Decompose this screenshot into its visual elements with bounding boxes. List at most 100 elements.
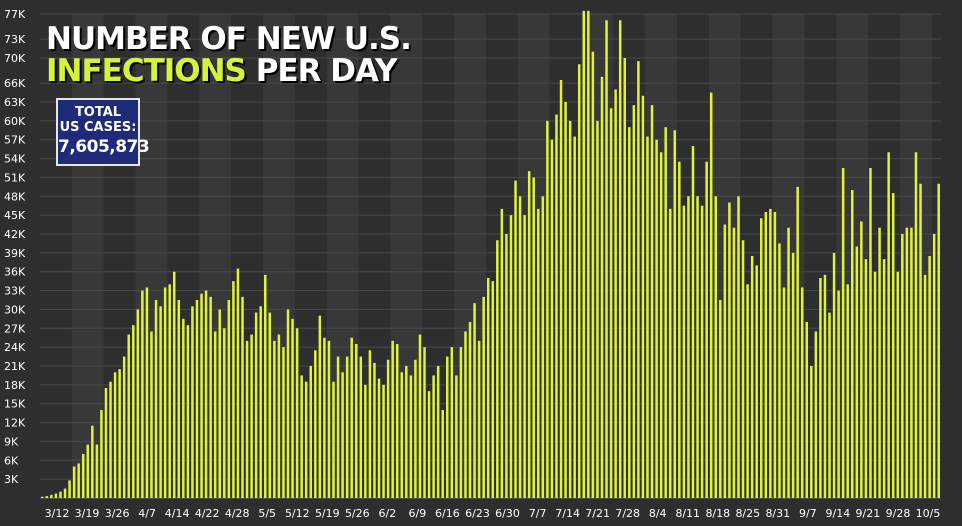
bar: [227, 300, 231, 498]
bar: [787, 227, 790, 498]
x-tick-label: 7/7: [529, 507, 547, 520]
bar: [923, 274, 927, 498]
y-tick-label: 3K: [4, 473, 19, 486]
bar: [395, 344, 399, 498]
y-tick-label: 70K: [4, 52, 26, 65]
x-tick-label: 3/12: [45, 507, 70, 520]
bar: [150, 331, 153, 498]
bar: [95, 444, 99, 498]
y-tick-label: 45K: [4, 209, 26, 222]
bar: [723, 224, 727, 498]
bar: [896, 271, 900, 498]
bar: [172, 271, 176, 498]
bar: [600, 76, 604, 499]
bar: [327, 340, 331, 498]
bar: [245, 340, 249, 498]
bar: [564, 102, 567, 498]
bar: [464, 331, 467, 498]
bar: [286, 309, 290, 498]
bar: [496, 240, 499, 499]
chart-title-line1: NUMBER OF NEW U.S.: [46, 21, 412, 57]
y-tick-label: 21K: [4, 360, 26, 373]
bar: [359, 356, 363, 498]
bar: [455, 375, 458, 498]
bar: [59, 491, 62, 498]
y-tick-label: 77K: [4, 8, 26, 21]
bar: [873, 271, 877, 498]
bar: [168, 284, 171, 498]
y-tick-label: 66K: [4, 77, 26, 90]
bar: [468, 322, 472, 498]
bar: [109, 381, 112, 498]
bar: [851, 190, 854, 498]
bar: [937, 183, 940, 498]
bar: [141, 290, 144, 498]
bar: [687, 196, 690, 499]
x-tick-label: 9/21: [856, 507, 881, 520]
bar: [418, 334, 422, 498]
bar: [377, 378, 381, 498]
bar: [919, 183, 922, 498]
bar: [423, 347, 426, 498]
bar: [477, 340, 481, 498]
bar: [614, 89, 617, 499]
bar: [755, 265, 758, 498]
y-tick-label: 60K: [4, 115, 26, 128]
bar: [191, 306, 194, 498]
bar: [295, 328, 299, 498]
total-cases-label: TOTAL US CASES:: [58, 105, 138, 135]
bar: [282, 347, 285, 498]
bar: [910, 227, 913, 498]
bar: [882, 259, 886, 498]
x-tick-label: 8/25: [735, 507, 760, 520]
bar: [72, 466, 76, 498]
bar: [582, 10, 586, 499]
bar: [509, 215, 513, 498]
bar: [750, 256, 754, 498]
bar: [386, 359, 390, 498]
x-tick-label: 6/16: [435, 507, 460, 520]
bar: [628, 127, 631, 498]
bar: [491, 281, 495, 498]
bar: [309, 366, 312, 498]
bar: [50, 494, 53, 498]
x-tick-label: 8/31: [765, 507, 790, 520]
x-tick-label: 5/12: [285, 507, 310, 520]
bar: [869, 168, 872, 498]
bar: [932, 234, 936, 498]
bar: [905, 227, 909, 498]
y-tick-label: 15K: [4, 398, 26, 411]
bar: [195, 300, 199, 498]
y-tick-label: 42K: [4, 228, 26, 241]
bar: [441, 410, 444, 498]
bar: [459, 347, 463, 498]
bar: [591, 51, 595, 499]
x-tick-label: 4/22: [195, 507, 220, 520]
bar: [837, 290, 840, 498]
bar: [796, 186, 799, 499]
bar: [577, 64, 581, 498]
bar: [928, 256, 931, 498]
bar: [405, 366, 408, 498]
bar: [432, 375, 435, 498]
bar: [878, 227, 881, 498]
bar: [527, 171, 531, 498]
bar: [828, 312, 831, 498]
bar: [318, 315, 322, 498]
bar: [823, 274, 827, 498]
bar: [482, 296, 485, 498]
bar: [728, 202, 731, 498]
bar: [518, 196, 522, 499]
bar: [691, 146, 695, 498]
x-tick-label: 9/28: [886, 507, 911, 520]
bar: [814, 331, 818, 498]
bar: [323, 337, 326, 498]
bar: [86, 444, 90, 498]
bar: [336, 356, 340, 498]
bar: [154, 300, 158, 498]
bar: [655, 139, 658, 498]
x-tick-label: 9/14: [826, 507, 851, 520]
bar: [391, 340, 394, 498]
chart-title-rest: PER DAY: [255, 53, 398, 89]
bar: [550, 139, 554, 498]
